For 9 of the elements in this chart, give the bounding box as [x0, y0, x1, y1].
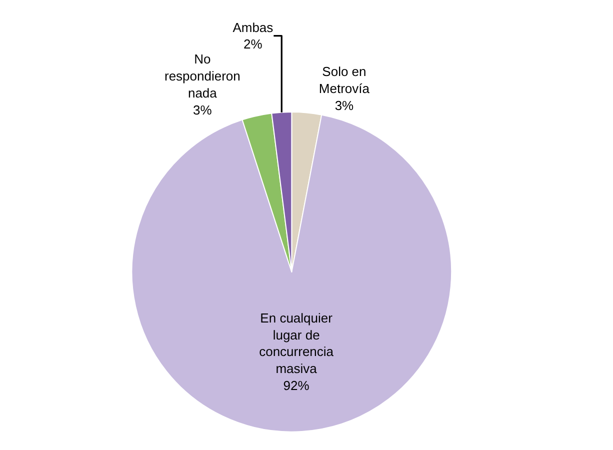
slice-label: No respondieron nada: [164, 52, 240, 101]
pie-slice: [131, 114, 452, 432]
data-label: 3%: [193, 102, 212, 118]
slice-label: Ambas: [232, 20, 274, 35]
slice-label: En cualquier lugar de concurrencia masiva: [259, 310, 334, 376]
data-label: 2%: [244, 36, 263, 52]
data-label: 92%: [283, 378, 310, 393]
slice-label: Solo en Metrovía: [318, 64, 370, 96]
data-label: 3%: [334, 98, 354, 113]
